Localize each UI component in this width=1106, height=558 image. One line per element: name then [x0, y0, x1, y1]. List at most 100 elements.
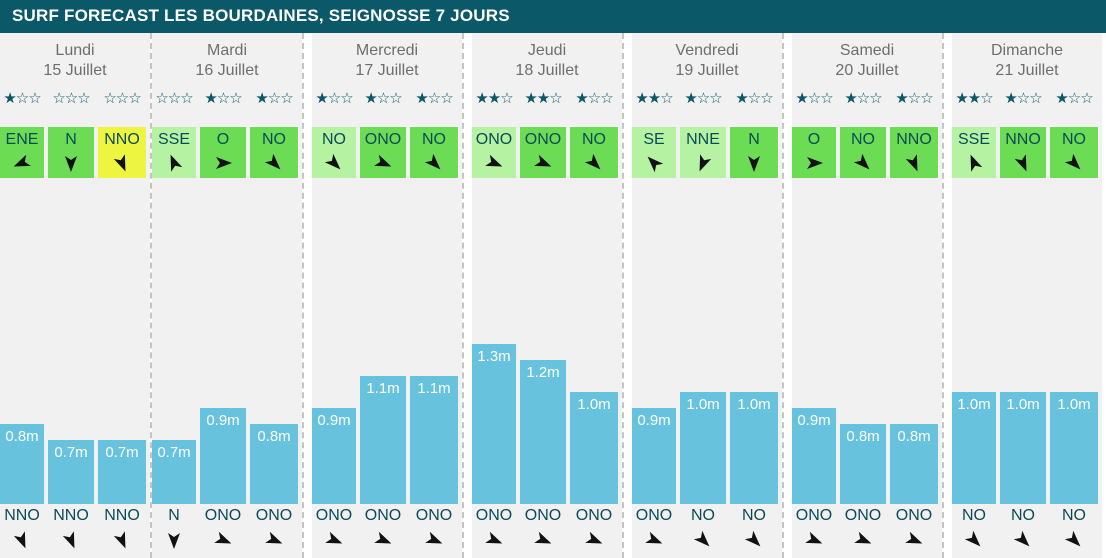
- wave-height-label: 1.0m: [737, 396, 771, 413]
- wind-arrow-icon: [584, 153, 601, 170]
- swell-arrow-icon: [13, 531, 26, 549]
- wind-arrow-icon: [905, 154, 918, 172]
- wave-bar: 0.8m: [890, 424, 938, 504]
- wind-direction: ONO: [364, 131, 402, 148]
- star-filled-icon: ★: [647, 89, 661, 107]
- swell-arrow-icon: [964, 530, 981, 547]
- star-filled-icon: ★: [1055, 89, 1068, 107]
- star-filled-icon: ★: [635, 89, 648, 107]
- star-filled-icon: ★: [415, 89, 428, 107]
- wave-height-label: 0.9m: [637, 412, 671, 429]
- star-empty-icon: ☆: [1067, 89, 1081, 107]
- day-separator: [150, 33, 152, 558]
- wind-cell: SE: [632, 127, 676, 178]
- wave-height-label: 1.3m: [477, 348, 511, 365]
- wave-height-label: 0.9m: [797, 412, 831, 429]
- wave-area: 0.8m: [0, 178, 44, 504]
- wave-bar: 0.9m: [312, 408, 356, 504]
- wave-height-label: 1.0m: [1057, 396, 1091, 413]
- wind-cell: NO: [410, 127, 458, 178]
- wind-cell: N: [48, 127, 94, 178]
- wind-cell: N: [730, 127, 778, 178]
- swell-arrow-icon: [425, 531, 443, 544]
- swell-arrow-icon: [168, 533, 180, 549]
- wind-cell: NO: [312, 127, 356, 178]
- wind-direction: ENE: [5, 131, 39, 148]
- wind-arrow-icon: [113, 154, 126, 172]
- day-name: Lundi: [55, 42, 95, 59]
- wind-arrow-icon: [13, 154, 31, 167]
- wind-direction: NNO: [896, 131, 932, 148]
- swell-direction: ONO: [895, 507, 933, 524]
- forecast-slot: ★☆☆ NO 0.8m ONO: [840, 33, 886, 558]
- wind-cell: NNO: [1000, 127, 1046, 178]
- star-empty-icon: ☆: [15, 89, 29, 107]
- forecast-slot: ★☆☆ O 0.9m ONO: [792, 33, 836, 558]
- wind-arrow-icon: [374, 154, 392, 167]
- wave-bar: 1.0m: [952, 392, 996, 504]
- swell-direction: NNO: [4, 507, 40, 524]
- star-empty-icon: ☆: [440, 89, 453, 107]
- swell-arrow-icon: [693, 530, 710, 547]
- swell-arrow-icon: [485, 531, 503, 544]
- wind-cell: ENE: [0, 127, 44, 178]
- wave-bar: 0.7m: [48, 440, 94, 504]
- wind-direction: NO: [1062, 131, 1086, 148]
- star-filled-icon: ★: [315, 89, 328, 107]
- rating-stars: ★☆☆: [570, 91, 618, 106]
- wave-height-label: 0.9m: [206, 412, 240, 429]
- star-filled-icon: ★: [895, 89, 908, 107]
- swell-direction: ONO: [635, 507, 673, 524]
- forecast-slot: ★☆☆ ENE 0.8m NNO: [0, 33, 44, 558]
- star-empty-icon: ☆: [549, 89, 562, 107]
- rating-stars: ★★☆: [520, 91, 566, 106]
- star-empty-icon: ☆: [267, 89, 281, 107]
- wave-height-label: 1.0m: [686, 396, 720, 413]
- wave-area: 0.9m: [792, 178, 836, 504]
- wave-bar: 0.9m: [200, 408, 246, 504]
- swell-direction: ONO: [844, 507, 882, 524]
- wind-direction: SSE: [957, 131, 990, 148]
- wave-bar: 0.9m: [632, 408, 676, 504]
- forecast-slot: ★★☆ ONO 1.2m ONO: [520, 33, 566, 558]
- wave-height-label: 0.7m: [157, 444, 191, 461]
- wind-cell: SSE: [152, 127, 196, 178]
- swell-direction: ONO: [315, 507, 353, 524]
- star-empty-icon: ☆: [907, 89, 921, 107]
- rating-stars: ★☆☆: [410, 91, 458, 106]
- rating-stars: ★☆☆: [1050, 91, 1098, 106]
- day-name: Vendredi: [675, 42, 739, 59]
- star-empty-icon: ☆: [389, 89, 402, 107]
- wave-bar: 1.0m: [730, 392, 778, 504]
- wave-bar: 1.1m: [410, 376, 458, 504]
- wind-direction: NNO: [1005, 131, 1041, 148]
- rating-stars: ★☆☆: [360, 91, 406, 106]
- star-empty-icon: ☆: [500, 89, 513, 107]
- star-empty-icon: ☆: [587, 89, 601, 107]
- wave-area: 1.0m: [1000, 178, 1046, 504]
- forecast-slot: ★☆☆ NNE 1.0m NO: [680, 33, 726, 558]
- wave-bar: 0.8m: [0, 424, 44, 504]
- swell-arrow-icon: [113, 531, 126, 549]
- star-filled-icon: ★: [735, 89, 748, 107]
- rating-stars: ☆☆☆: [98, 91, 146, 106]
- wind-arrow-icon: [1014, 154, 1027, 172]
- wave-area: 0.8m: [250, 178, 298, 504]
- wave-height-label: 0.8m: [846, 428, 880, 445]
- wave-area: 0.7m: [48, 178, 94, 504]
- forecast-slot: ★☆☆ NO 0.8m ONO: [250, 33, 298, 558]
- wave-height-label: 0.8m: [897, 428, 931, 445]
- swell-direction: NNO: [53, 507, 89, 524]
- wind-cell: ONO: [360, 127, 406, 178]
- star-empty-icon: ☆: [820, 89, 833, 107]
- star-empty-icon: ☆: [600, 89, 613, 107]
- star-empty-icon: ☆: [52, 89, 65, 107]
- day-name: Samedi: [839, 42, 895, 59]
- day-column: Samedi 20 Juillet ★☆☆ O 0.9m ONO ★☆☆ NO 0.8m ONO ★…: [792, 33, 942, 558]
- star-filled-icon: ★: [575, 89, 588, 107]
- star-empty-icon: ☆: [1016, 89, 1030, 107]
- wind-direction: NO: [262, 131, 286, 148]
- swell-arrow-icon: [805, 531, 823, 544]
- wind-arrow-icon: [534, 154, 552, 167]
- rating-stars: ★☆☆: [792, 91, 836, 106]
